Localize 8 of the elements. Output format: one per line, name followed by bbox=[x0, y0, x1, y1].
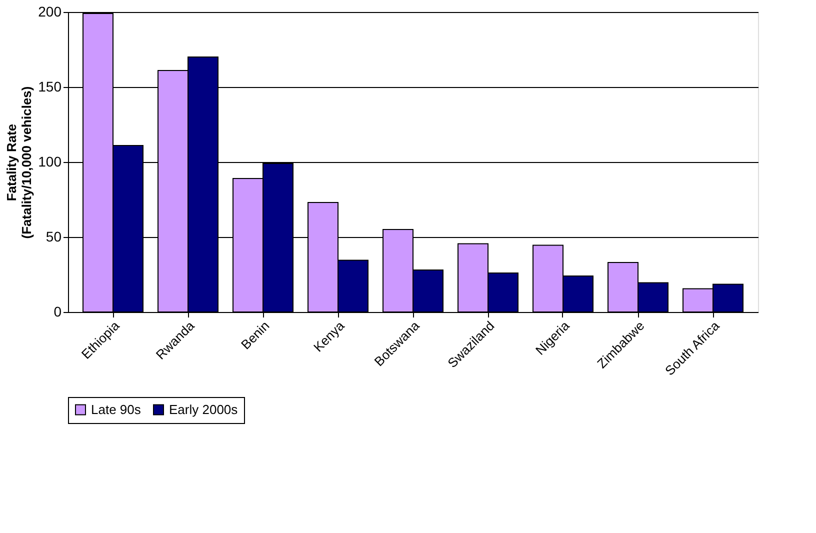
y-tick-label: 100 bbox=[38, 154, 62, 170]
y-tick-label: 200 bbox=[38, 4, 62, 20]
legend-label: Late 90s bbox=[91, 402, 142, 417]
y-tick-label: 50 bbox=[46, 228, 62, 244]
y-tick-label: 0 bbox=[54, 304, 62, 320]
y-tick-label: 150 bbox=[38, 78, 62, 94]
y-axis-title: Fatality Rate (Fatality/10,000 vehicles) bbox=[4, 86, 34, 239]
legend-label: Early 2000s bbox=[169, 402, 238, 417]
